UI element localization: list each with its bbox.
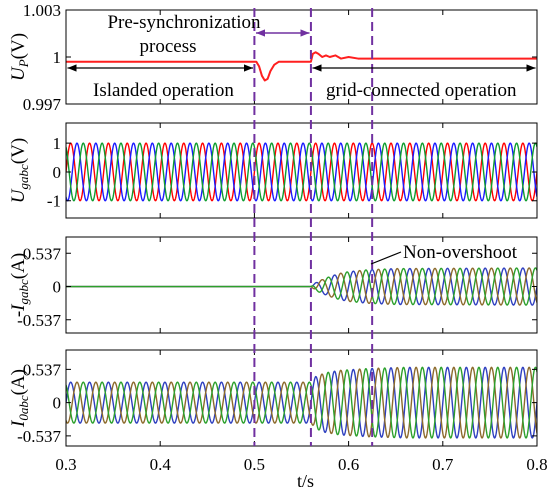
panel-1-ytick-label: 1 <box>53 48 62 67</box>
panel-4-ylabel-unit: (A) <box>8 369 29 395</box>
xtick-label: 0.6 <box>338 455 359 474</box>
panel-2-ylabel-symbol: U <box>8 188 29 203</box>
panel-1-plot-area <box>66 51 537 82</box>
x-axis-label: t/s <box>297 471 314 491</box>
panel-2-axes-box <box>65 122 538 219</box>
panel-3-ytick-label: -0.537 <box>17 311 61 330</box>
panel-3-ytick-label: 0.537 <box>23 244 62 263</box>
panel-4-plot-area <box>66 366 537 439</box>
series-layer <box>66 51 537 439</box>
panel-4-ylabel-symbol: I <box>8 419 29 428</box>
axes-layer: 0.99711.003UP(V)-101Ugabc(V)-0.53700.537… <box>8 1 548 491</box>
annotation-pre-sync-line1: Pre-synchronization <box>107 12 261 33</box>
panel-2-ylabel-subscript: gabc <box>16 164 31 190</box>
panel-4-ylabel-subscript: 0abc <box>16 395 31 421</box>
panel-1-ytick-label: 1.003 <box>23 1 61 20</box>
panel-3-ylabel: -Igabc(A) <box>8 253 31 317</box>
panel-2-series-3-line <box>66 142 537 202</box>
event-lines-layer <box>253 8 374 446</box>
panel-2-plot-area <box>66 142 537 202</box>
panel-4-ylabel: I0abc(A) <box>8 369 31 428</box>
panel-1-ylabel-symbol: U <box>8 66 29 81</box>
panel-1-series-1-line <box>66 51 537 82</box>
annotation-grid-connected-operation: grid-connected operation <box>326 80 517 101</box>
panel-2-series-1-line <box>66 142 537 202</box>
panel-3-axes-box <box>65 236 538 334</box>
panel-4-ytick-label: -0.537 <box>17 427 61 446</box>
xtick-label: 0.7 <box>432 455 454 474</box>
panel-3-series-3-line <box>66 267 537 306</box>
panel-2-ytick-label: -1 <box>47 192 61 211</box>
panel-4-series-2-line <box>66 366 537 439</box>
panel-1-ylabel-subscript: P <box>16 59 31 68</box>
annotations-layer: Pre-synchronization process Islanded ope… <box>67 12 536 265</box>
panel-3-ylabel-subscript: gabc <box>16 279 31 305</box>
xtick-label: 0.8 <box>526 455 547 474</box>
annotation-islanded-operation: Islanded operation <box>93 80 234 101</box>
panel-4-series-1-line <box>66 366 537 439</box>
panel-2-ylabel-unit: (V) <box>8 138 29 164</box>
xtick-label: 0.3 <box>55 455 76 474</box>
panel-4-axes-box <box>65 349 538 447</box>
xtick-label: 0.5 <box>244 455 265 474</box>
annotation-pre-sync-line2: process <box>140 36 197 57</box>
non-overshoot-pointer-line <box>370 251 402 265</box>
panel-2-series-2-line <box>66 142 537 202</box>
panel-3-plot-area <box>66 267 537 306</box>
panel-1-ylabel-unit: (V) <box>8 33 29 59</box>
xtick-label: 0.4 <box>150 455 172 474</box>
panel-2-ytick-label: 1 <box>53 134 62 153</box>
panel-3-ytick-label: 0 <box>53 278 62 297</box>
annotation-non-overshoot: Non-overshoot <box>403 242 518 263</box>
panel-3-ylabel-unit: (A) <box>8 253 29 279</box>
panel-4-series-3-line <box>66 366 537 439</box>
panel-2-ytick-label: 0 <box>53 163 62 182</box>
panel-3-ylabel-symbol: -I <box>8 303 29 317</box>
panel-1-ylabel: UP(V) <box>8 33 31 81</box>
panel-4-ytick-label: 0.537 <box>23 360 62 379</box>
panel-4-ytick-label: 0 <box>53 394 62 413</box>
panel-1-ytick-label: 0.997 <box>23 95 62 114</box>
panel-2-ylabel: Ugabc(V) <box>8 138 31 203</box>
